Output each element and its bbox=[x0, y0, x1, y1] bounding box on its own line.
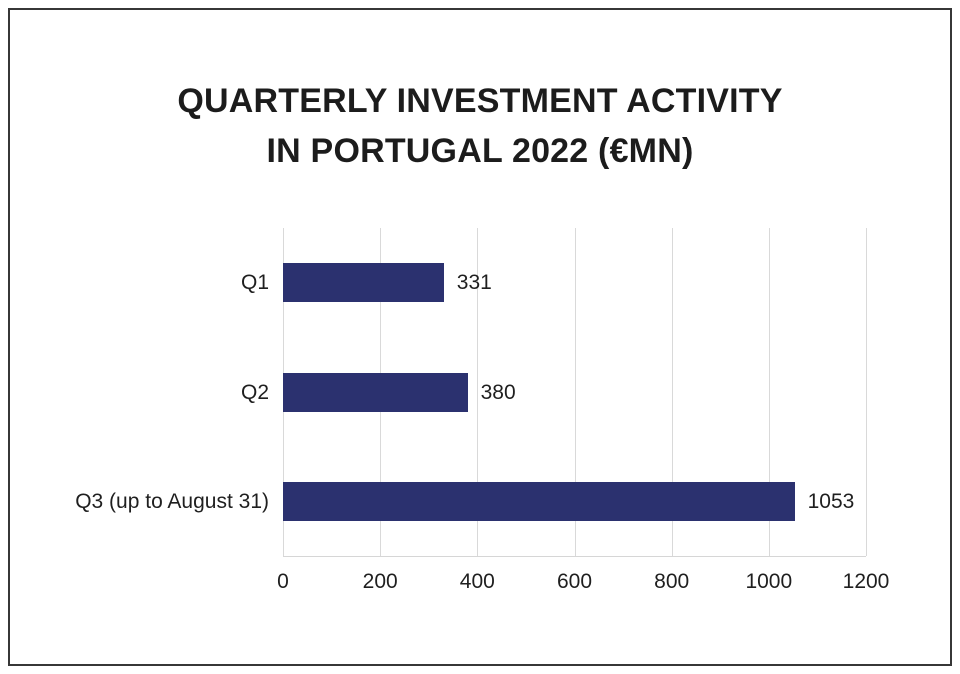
x-tick-label: 1200 bbox=[842, 570, 890, 593]
bar-value-label: 331 bbox=[456, 271, 492, 295]
gridline bbox=[768, 228, 770, 556]
gridline bbox=[866, 228, 867, 556]
bar bbox=[283, 372, 468, 412]
gridline bbox=[477, 228, 479, 556]
bar bbox=[283, 481, 795, 521]
x-tick-label: 400 bbox=[459, 570, 495, 593]
chart-title-line-1: QUARTERLY INVESTMENT ACTIVITY bbox=[177, 82, 783, 120]
x-tick-label: 200 bbox=[362, 570, 398, 593]
category-label: Q2 bbox=[240, 380, 269, 404]
bar bbox=[283, 263, 444, 303]
category-label: Q3 (up to August 31) bbox=[75, 489, 269, 513]
chart-title-line-2: IN PORTUGAL 2022 (€MN) bbox=[266, 132, 694, 170]
x-tick-label: 600 bbox=[556, 570, 593, 593]
x-tick-label: 1000 bbox=[745, 570, 793, 593]
plot-area: 331 380 1053 bbox=[283, 228, 867, 557]
bar-value-label: 1053 bbox=[807, 489, 855, 513]
chart-title: QUARTERLY INVESTMENT ACTIVITY IN PORTUGA… bbox=[0, 76, 960, 176]
bar-value-label: 380 bbox=[480, 380, 516, 404]
x-tick-label: 800 bbox=[654, 570, 690, 593]
category-label: Q1 bbox=[240, 271, 269, 295]
gridline bbox=[574, 228, 576, 556]
x-tick-label: 0 bbox=[277, 570, 289, 593]
gridline bbox=[671, 228, 673, 556]
